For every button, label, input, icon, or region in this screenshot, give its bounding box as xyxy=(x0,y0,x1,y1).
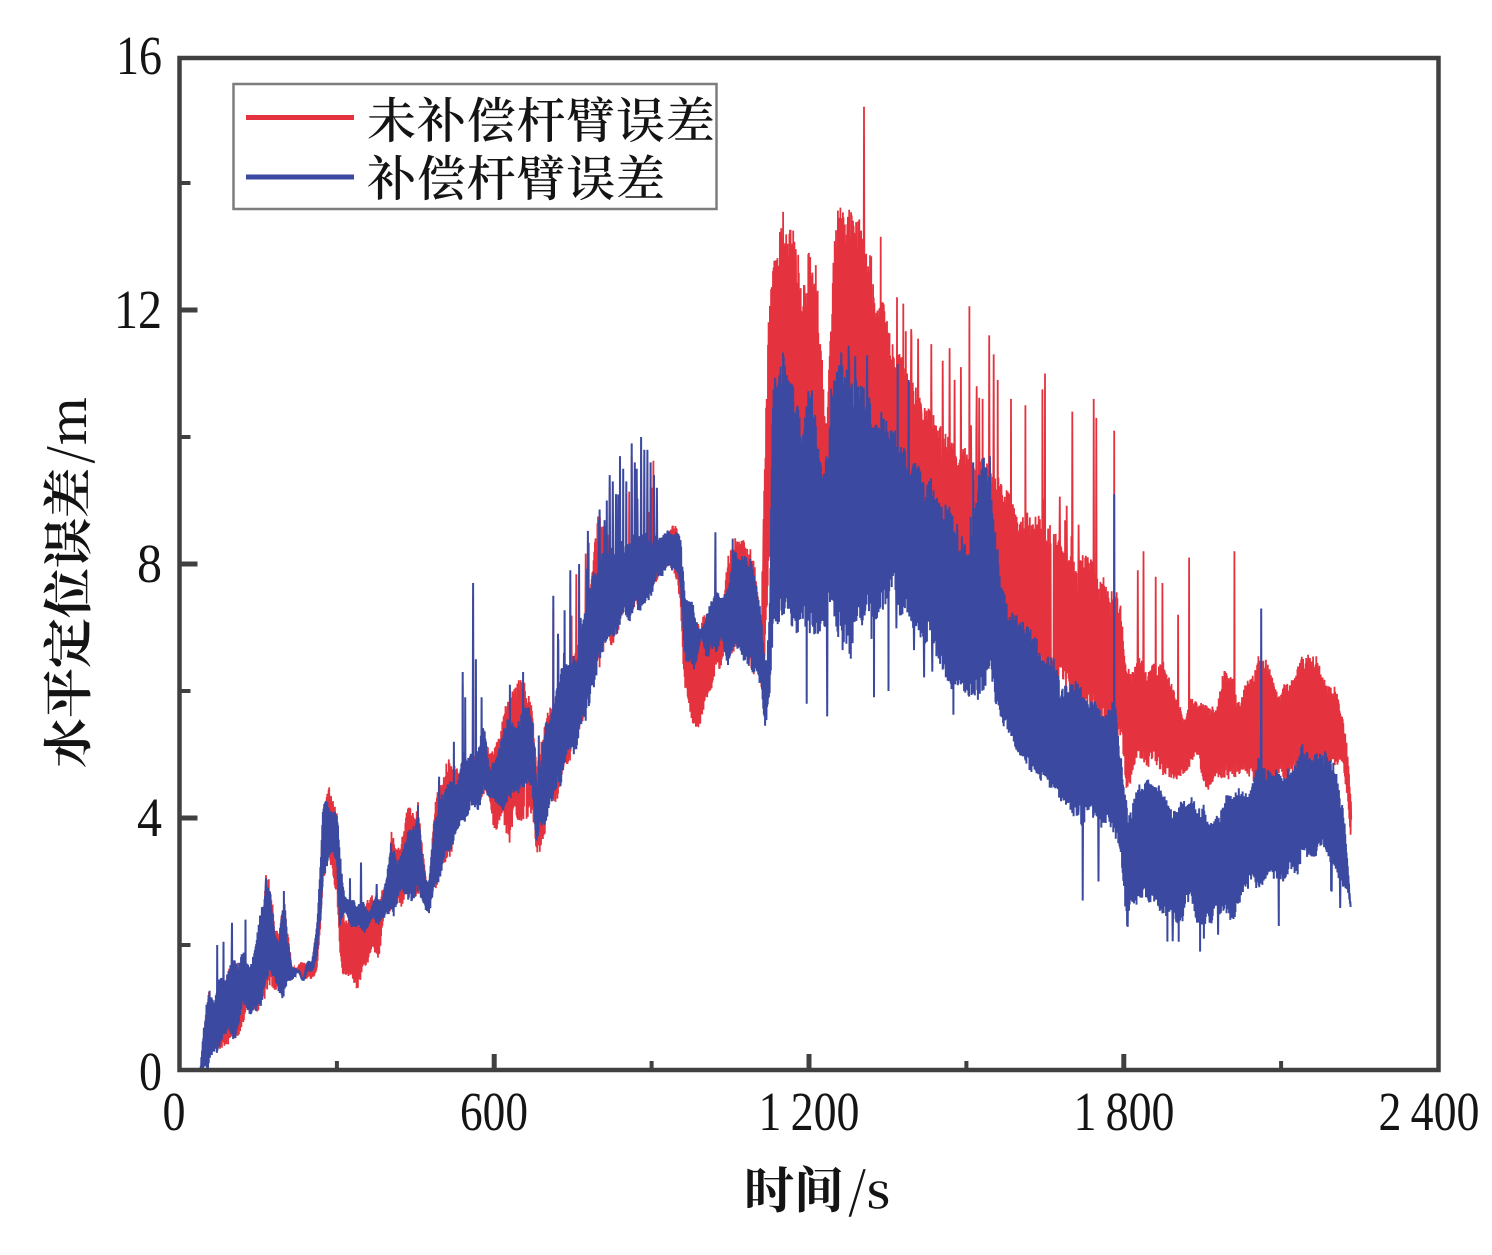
svg-text:0: 0 xyxy=(163,1081,186,1142)
svg-text:16: 16 xyxy=(116,25,162,86)
svg-text:4: 4 xyxy=(137,787,162,848)
svg-text:12: 12 xyxy=(114,279,162,340)
svg-text:2 400: 2 400 xyxy=(1379,1081,1480,1142)
svg-text:1 800: 1 800 xyxy=(1074,1081,1175,1142)
svg-text:8: 8 xyxy=(137,533,162,594)
svg-text:0: 0 xyxy=(139,1041,162,1102)
svg-text:600: 600 xyxy=(460,1081,528,1142)
svg-text:1 200: 1 200 xyxy=(759,1081,860,1142)
